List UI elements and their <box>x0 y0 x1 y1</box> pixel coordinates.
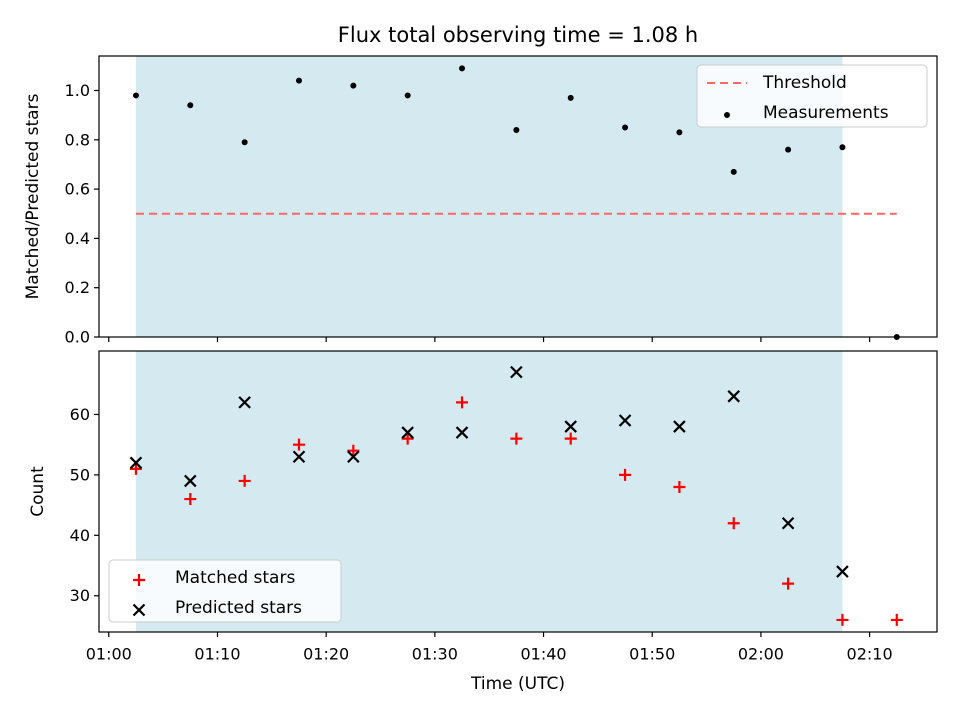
y-tick-label: 0.6 <box>65 180 90 199</box>
y-tick-label: 1.0 <box>65 81 90 100</box>
legend-label: Measurements <box>763 103 889 123</box>
matched-star-point <box>456 396 469 409</box>
legend-box <box>108 559 342 623</box>
plot-frame <box>98 55 938 338</box>
matched-star-point <box>510 432 523 445</box>
measurement-point <box>676 129 683 136</box>
x-tick-label: 02:00 <box>738 645 784 664</box>
measurement-point <box>839 144 846 151</box>
predicted-star-point <box>455 426 469 439</box>
matched-star-point <box>184 493 197 506</box>
matched-star-point <box>782 577 795 590</box>
x-axis-label: Time (UTC) <box>470 674 565 694</box>
x-tick-label: 01:30 <box>412 645 458 664</box>
measurement-point <box>132 92 139 99</box>
y-tick-label: 60 <box>70 405 90 424</box>
y-axis-label: Count <box>28 466 48 517</box>
legend-label: Matched stars <box>175 568 295 588</box>
legend-measurement-swatch <box>724 112 730 118</box>
x-tick-label: 01:40 <box>520 645 566 664</box>
legend-label: Threshold <box>762 73 847 93</box>
y-tick-label: 30 <box>70 586 90 605</box>
matched-star-point <box>836 613 849 626</box>
predicted-star-point <box>347 450 360 464</box>
plot-frame <box>98 350 938 633</box>
x-tick-label: 01:00 <box>86 645 132 664</box>
predicted-star-point <box>129 456 143 470</box>
predicted-star-point <box>238 396 251 409</box>
y-tick-label: 0.4 <box>65 229 90 248</box>
measurement-point <box>404 92 411 99</box>
matched-star-point <box>292 438 305 451</box>
matched-star-point <box>347 444 360 457</box>
matched-star-point <box>619 468 632 481</box>
measurement-point <box>350 82 357 89</box>
matched-star-point <box>238 474 251 487</box>
measurement-point <box>730 168 737 175</box>
y-tick-label: 0.2 <box>65 278 90 297</box>
predicted-star-point <box>727 390 741 403</box>
predicted-star-point <box>781 516 795 530</box>
legend-box <box>696 64 928 128</box>
y-tick-label: 0.0 <box>65 328 90 347</box>
matched-star-point <box>673 480 686 493</box>
predicted-star-point <box>184 474 197 488</box>
y-tick-label: 0.8 <box>65 130 90 149</box>
measurement-point <box>295 77 302 84</box>
measurement-point <box>513 126 520 133</box>
x-tick-label: 01:10 <box>194 645 240 664</box>
measurement-point <box>622 124 629 131</box>
chart-title: Flux total observing time = 1.08 h <box>338 23 698 47</box>
predicted-star-point <box>292 450 306 464</box>
measurement-point <box>567 94 574 101</box>
matched-star-point <box>564 432 577 445</box>
matched-star-point <box>890 613 903 626</box>
legend-predicted-swatch <box>132 603 146 617</box>
measurement-point <box>459 65 466 72</box>
predicted-star-point <box>836 565 849 578</box>
measurement-point <box>187 102 194 109</box>
x-tick-label: 01:20 <box>303 645 349 664</box>
predicted-star-point <box>401 426 414 439</box>
x-tick-label: 02:10 <box>847 645 893 664</box>
legend-matched-swatch <box>133 574 145 586</box>
measurement-point <box>241 139 248 146</box>
y-tick-label: 50 <box>70 465 90 484</box>
matched-star-point <box>401 432 414 445</box>
predicted-star-point <box>673 420 686 433</box>
y-tick-label: 40 <box>70 526 90 545</box>
x-tick-label: 01:50 <box>629 645 675 664</box>
predicted-star-point <box>564 420 577 433</box>
predicted-star-point <box>618 414 632 427</box>
predicted-star-point <box>510 365 523 379</box>
matched-star-point <box>129 462 142 475</box>
y-axis-label: Matched/Predicted stars <box>23 93 43 299</box>
legend-label: Predicted stars <box>175 598 302 618</box>
matched-star-point <box>727 517 740 530</box>
measurement-point <box>785 146 792 153</box>
